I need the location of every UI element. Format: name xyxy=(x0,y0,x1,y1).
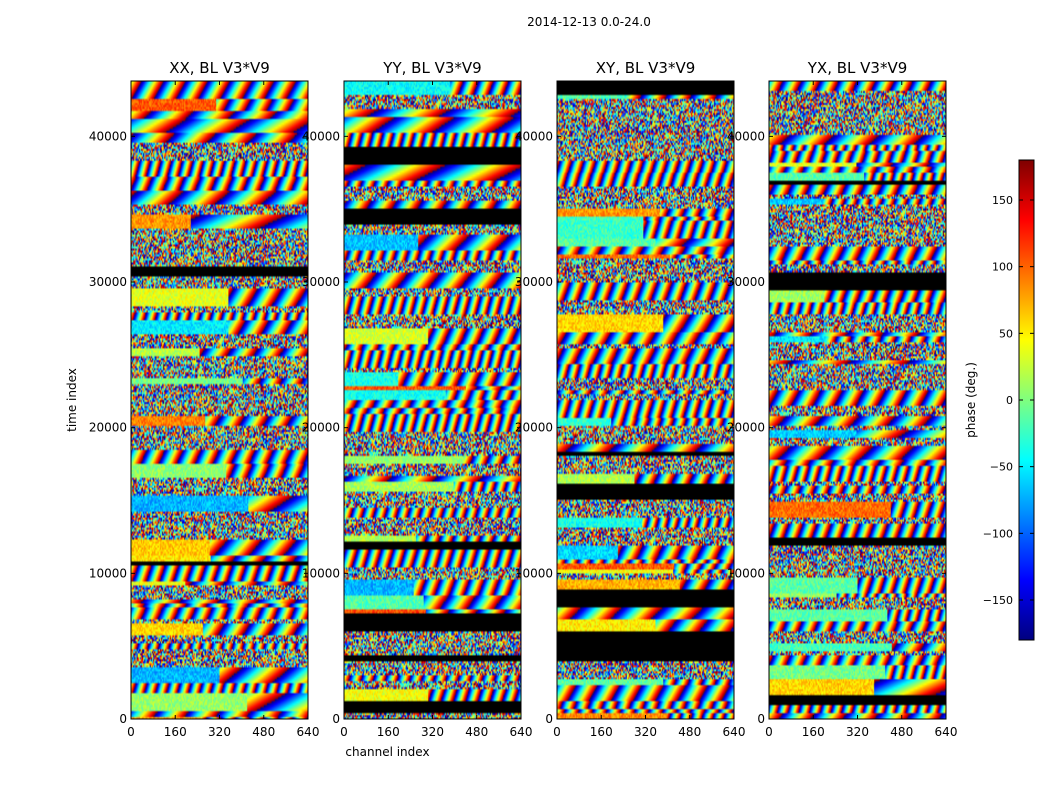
y-tick-label: 30000 xyxy=(302,275,340,289)
colorbar-label: phase (deg.) xyxy=(964,362,978,438)
x-tick-label: 0 xyxy=(127,725,135,739)
x-tick-label: 480 xyxy=(465,725,488,739)
x-tick-label: 160 xyxy=(164,725,187,739)
colorbar-tick-label: 100 xyxy=(992,261,1013,274)
figure-suptitle: 2014-12-13 0.0-24.0 xyxy=(527,15,651,29)
x-tick-label: 160 xyxy=(802,725,825,739)
y-tick-label: 10000 xyxy=(727,566,765,580)
heatmap-panel-1: XX, BL V3*V9 0 160 320 480 640 0 10000 20000 3000… xyxy=(65,59,319,739)
colorbar-tick-label: 150 xyxy=(992,194,1013,207)
y-tick-label: 30000 xyxy=(89,275,127,289)
y-tick-label: 30000 xyxy=(515,275,553,289)
heatmap-image xyxy=(769,81,946,719)
heatmap-panel-3: XY, BL V3*V9 0 160 320 480 640 0 10000 20000 3000… xyxy=(515,59,746,739)
x-tick-label: 0 xyxy=(765,725,773,739)
heatmap-image xyxy=(344,81,521,719)
y-tick-label: 40000 xyxy=(515,129,553,143)
heatmap-panel-4: YX, BL V3*V9 0 160 320 480 640 0 10000 20000 3000… xyxy=(727,59,958,739)
heatmap-panels: XX, BL V3*V9 0 160 320 480 640 0 10000 20000 3000… xyxy=(65,59,957,759)
x-tick-label: 320 xyxy=(634,725,657,739)
x-tick-label: 640 xyxy=(723,725,746,739)
y-tick-label: 20000 xyxy=(302,421,340,435)
x-tick-label: 160 xyxy=(590,725,613,739)
y-tick-label: 40000 xyxy=(302,129,340,143)
x-tick-label: 320 xyxy=(846,725,869,739)
colorbar-tick-label: −100 xyxy=(983,527,1013,540)
x-tick-label: 640 xyxy=(510,725,533,739)
colorbar: −150 −100 −50 0 50 100 150 phase (deg.) xyxy=(964,159,1035,641)
y-axis-label: time index xyxy=(65,368,79,432)
y-tick-label: 10000 xyxy=(89,566,127,580)
heatmap-panel-2: YY, BL V3*V9 0 160 320 480 640 0 10000 20000 3000… xyxy=(302,59,533,759)
x-tick-label: 640 xyxy=(935,725,958,739)
y-tick-label: 40000 xyxy=(727,129,765,143)
x-tick-label: 320 xyxy=(208,725,231,739)
y-tick-label: 20000 xyxy=(515,421,553,435)
colorbar-tick-label: −150 xyxy=(983,594,1013,607)
x-tick-label: 0 xyxy=(553,725,561,739)
y-tick-label: 30000 xyxy=(727,275,765,289)
y-tick-label: 20000 xyxy=(89,421,127,435)
panel-title: YY, BL V3*V9 xyxy=(382,59,481,77)
colorbar-tick-label: 50 xyxy=(999,327,1013,340)
x-axis-label: channel index xyxy=(345,745,429,759)
x-tick-label: 640 xyxy=(297,725,320,739)
y-tick-label: 40000 xyxy=(89,129,127,143)
y-tick-label: 0 xyxy=(119,712,127,726)
panel-title: YX, BL V3*V9 xyxy=(807,59,908,77)
y-tick-label: 0 xyxy=(332,712,340,726)
y-tick-label: 20000 xyxy=(727,421,765,435)
heatmap-image xyxy=(131,81,308,719)
y-tick-label: 10000 xyxy=(515,566,553,580)
x-tick-label: 0 xyxy=(340,725,348,739)
heatmap-image xyxy=(557,81,734,719)
colorbar-tick-label: 0 xyxy=(1006,394,1013,407)
y-tick-label: 10000 xyxy=(302,566,340,580)
y-tick-label: 0 xyxy=(545,712,553,726)
x-tick-label: 480 xyxy=(678,725,701,739)
panel-title: XX, BL V3*V9 xyxy=(169,59,270,77)
x-tick-label: 480 xyxy=(890,725,913,739)
panel-title: XY, BL V3*V9 xyxy=(596,59,696,77)
y-tick-label: 0 xyxy=(757,712,765,726)
x-tick-label: 320 xyxy=(421,725,444,739)
x-tick-label: 160 xyxy=(377,725,400,739)
x-tick-label: 480 xyxy=(252,725,275,739)
colorbar-tick-label: −50 xyxy=(990,461,1013,474)
